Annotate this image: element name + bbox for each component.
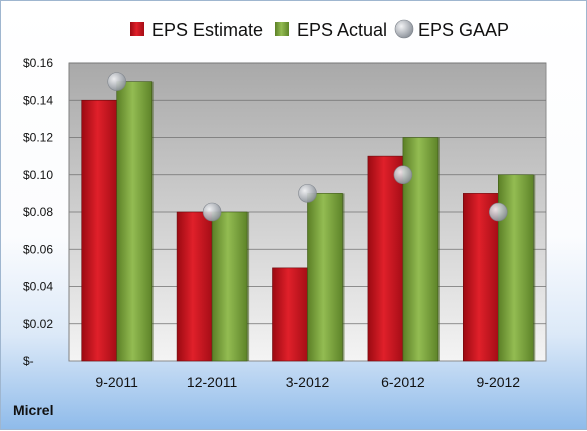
eps-estimate-bar xyxy=(272,267,308,362)
y-tick-label: $0.12 xyxy=(23,131,53,145)
x-tick-label: 12-2011 xyxy=(187,374,238,390)
x-tick-label: 6-2012 xyxy=(381,374,425,390)
eps-actual-bar xyxy=(116,81,152,362)
y-tick-label: $0.02 xyxy=(23,317,53,331)
eps-gaap-marker xyxy=(488,202,508,222)
company-name: Micrel xyxy=(13,402,54,418)
legend-gaap-swatch xyxy=(394,19,414,39)
y-tick-label: $- xyxy=(23,354,34,368)
eps-gaap-marker xyxy=(298,184,317,203)
legend-label: EPS GAAP xyxy=(418,20,509,40)
y-tick-label: $0.08 xyxy=(23,205,53,219)
x-tick-label: 9-2011 xyxy=(95,374,138,390)
eps-actual-bar xyxy=(307,193,343,362)
y-tick-label: $0.16 xyxy=(23,56,53,70)
legend-swatch xyxy=(130,22,144,36)
y-tick-label: $0.04 xyxy=(23,280,53,294)
eps-gaap-marker xyxy=(202,202,222,222)
eps-estimate-bar xyxy=(81,99,117,362)
y-tick-label: $0.06 xyxy=(23,242,53,256)
eps-gaap-marker xyxy=(393,165,413,185)
x-tick-label: 9-2012 xyxy=(477,374,521,390)
eps-estimate-bar xyxy=(176,211,213,362)
y-tick-label: $0.10 xyxy=(23,168,53,182)
eps-actual-bar xyxy=(211,211,248,362)
eps-gaap-marker xyxy=(107,72,126,91)
legend-label: EPS Actual xyxy=(297,20,387,40)
legend: EPS Estimate EPS Actual EPS GAAP xyxy=(130,19,509,40)
eps-actual-bar xyxy=(497,174,534,362)
legend-swatch xyxy=(275,22,289,36)
eps-estimate-bar xyxy=(462,193,499,362)
eps-estimate-bar xyxy=(367,155,404,362)
y-tick-label: $0.14 xyxy=(23,93,53,107)
x-tick-label: 3-2012 xyxy=(286,374,330,390)
legend-label: EPS Estimate xyxy=(152,20,263,40)
